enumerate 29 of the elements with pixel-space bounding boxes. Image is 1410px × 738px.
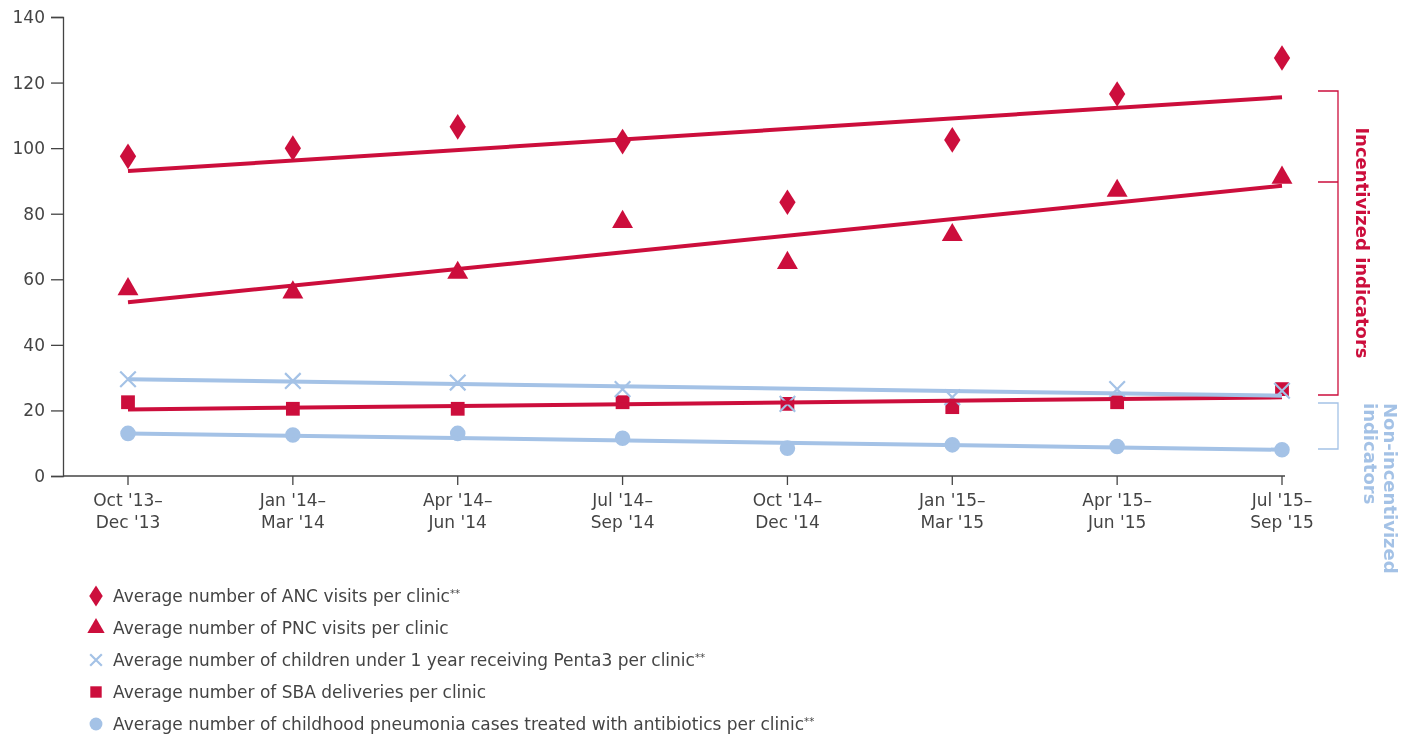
legend-label: Average number of childhood pneumonia cases treated with antibiotics per clinic$^{**}$ (113, 714, 815, 734)
point (1108, 380, 1127, 398)
x-tick-label: Oct '13– Dec '13 (93, 490, 163, 532)
x-tick-label: Jul '14– Sep '14 (590, 490, 655, 532)
x-tick-label: Jul '15– Sep '15 (1250, 490, 1314, 532)
legend-label: Average number of SBA deliveries per clinic (113, 682, 487, 702)
point (448, 373, 467, 392)
point (283, 372, 302, 390)
text: Non-incentivized indicators (1360, 403, 1401, 574)
y-tick-label: 80 (23, 203, 45, 224)
y-tick-label: 0 (34, 465, 45, 486)
y-tick-label: 40 (23, 334, 45, 355)
x-tick-label: Jan '15– Mar '15 (918, 490, 986, 532)
point (119, 370, 137, 389)
text: Incentivized indicators (1352, 127, 1373, 359)
y-tick-label: 100 (12, 138, 45, 159)
legend-label: Average number of ANC visits per clinic$^{**}$ (113, 586, 461, 606)
x-tick-label: Apr '15– Jun '15 (1082, 490, 1152, 532)
x-tick-label: Jan '14– Mar '14 (258, 490, 327, 532)
legend-label: Average number of PNC visits per clinic (113, 618, 449, 638)
y-tick-label: 140 (12, 6, 45, 27)
y-tick-label: 20 (23, 400, 45, 421)
point (613, 380, 632, 398)
y-tick-label: 120 (12, 72, 45, 93)
point (121, 395, 135, 410)
x-tick-label: Apr '14– Jun '14 (422, 490, 493, 532)
y-tick-label: 60 (23, 269, 45, 290)
x-tick-label: Oct '14– Dec '14 (752, 490, 823, 532)
legend-label: Average number of children under 1 year receiving Penta3 per clinic$^{**}$ (113, 650, 706, 670)
